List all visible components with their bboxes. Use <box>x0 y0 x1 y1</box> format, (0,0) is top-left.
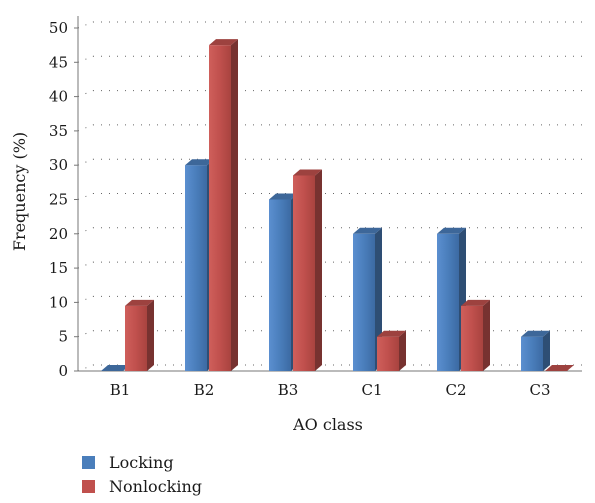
y-tick-label: 25 <box>49 191 68 209</box>
gridline-side <box>77 124 94 132</box>
bar-top <box>209 39 238 46</box>
bar-nonlocking-b1 <box>125 299 154 371</box>
bar-side <box>315 169 322 371</box>
bar-top <box>101 365 130 371</box>
x-tick-label: B3 <box>278 381 299 399</box>
x-tick-label: B1 <box>110 381 131 399</box>
bar-top <box>185 159 214 166</box>
y-tick-label: 45 <box>49 53 68 71</box>
y-axis-title: Frequency (%) <box>10 132 29 251</box>
bar-locking-c2 <box>437 227 466 371</box>
legend-label: Nonlocking <box>109 477 202 496</box>
bar-top <box>521 330 550 337</box>
gridline-side <box>77 158 94 166</box>
gridline-side <box>77 90 94 98</box>
legend-swatch <box>82 456 95 469</box>
bar-side <box>147 299 154 371</box>
bar-top <box>377 330 406 337</box>
legend-item-locking: Locking <box>82 453 174 472</box>
bar-front <box>125 305 147 371</box>
bar-side <box>399 330 406 371</box>
x-tick-label: B2 <box>194 381 215 399</box>
legend-item-nonlocking: Nonlocking <box>82 477 202 496</box>
x-tick-label: C2 <box>445 381 466 399</box>
bar-nonlocking-b2 <box>209 39 238 372</box>
gridline-side <box>77 330 94 338</box>
x-tick-label: C3 <box>529 381 550 399</box>
gridline-side <box>77 261 94 269</box>
tick-labels: 0 5 10 15 20 25 30 35 40 45 50 B1 B2 B3 C1 C2 C3 <box>49 19 551 399</box>
bar-front <box>461 305 483 371</box>
y-tick-label: 10 <box>49 293 68 311</box>
bars <box>101 39 574 372</box>
x-axis-title: AO class <box>292 415 363 434</box>
bar-side <box>483 299 490 371</box>
bar-nonlocking-b3 <box>293 169 322 371</box>
bar-nonlocking-c1 <box>377 330 406 371</box>
gridlines <box>77 21 582 372</box>
y-tick-label: 5 <box>58 328 68 346</box>
y-tick-label: 40 <box>49 88 68 106</box>
gridline-side <box>77 227 94 235</box>
bar-front <box>353 233 375 371</box>
bar-nonlocking-c3 <box>545 365 574 371</box>
legend-swatch <box>82 480 95 493</box>
legend: Locking Nonlocking <box>82 453 202 496</box>
y-tick-label: 35 <box>49 122 68 140</box>
legend-label: Locking <box>109 453 174 472</box>
bar-top <box>293 169 322 176</box>
gridline-side <box>77 55 94 63</box>
gridline-side <box>77 295 94 303</box>
y-tick-label: 50 <box>49 19 68 37</box>
bar-top <box>437 227 466 234</box>
bar-front <box>521 336 543 371</box>
bar-front <box>437 233 459 371</box>
bar-front <box>209 45 231 372</box>
bar-top <box>269 193 298 200</box>
bar-locking-c3 <box>521 330 550 371</box>
bar-top <box>353 227 382 234</box>
gridline-side <box>77 193 94 200</box>
gridline-side <box>77 21 94 29</box>
bar-nonlocking-c2 <box>461 299 490 371</box>
y-tick-label: 20 <box>49 225 68 243</box>
y-tick-label: 15 <box>49 259 68 277</box>
y-tick-label: 30 <box>49 156 68 174</box>
bar-front <box>269 199 291 371</box>
x-tick-label: C1 <box>361 381 382 399</box>
bar-front <box>377 336 399 371</box>
gridline-side <box>77 364 94 372</box>
bar-locking-b1 <box>101 365 130 371</box>
axes <box>74 16 582 372</box>
bar-side <box>543 330 550 371</box>
bar-front <box>293 175 315 371</box>
bar-top <box>125 299 154 306</box>
bar-front <box>185 165 207 371</box>
bar-side <box>231 39 238 372</box>
bar-top <box>545 365 574 371</box>
y-tick-label: 0 <box>58 362 68 380</box>
bar-top <box>461 299 490 306</box>
